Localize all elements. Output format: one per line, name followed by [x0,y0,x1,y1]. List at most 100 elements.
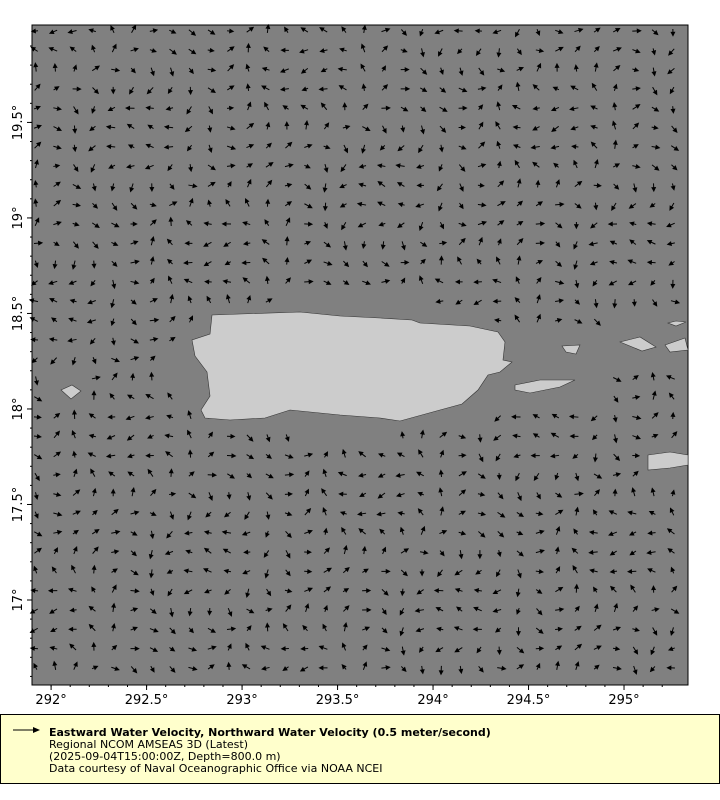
velocity-arrow [282,623,289,632]
velocity-arrow [590,105,598,111]
velocity-arrow [512,144,521,149]
velocity-arrow [651,106,660,112]
velocity-arrow [670,145,680,151]
velocity-arrow [88,145,96,152]
velocity-arrow [361,545,367,555]
velocity-arrow [30,280,38,286]
velocity-arrow [632,144,639,149]
velocity-arrow [632,67,640,73]
velocity-arrow [416,164,425,169]
velocity-arrow [554,472,560,481]
velocity-arrow [127,394,135,400]
velocity-arrow [53,529,63,535]
velocity-arrow [241,260,251,266]
velocity-arrow [71,564,76,574]
velocity-arrow [265,161,274,168]
velocity-arrow [222,548,231,554]
velocity-arrow [651,390,657,400]
velocity-arrow [149,48,157,53]
velocity-arrow [536,608,543,616]
velocity-arrow [91,183,97,192]
velocity-arrow [651,125,659,130]
velocity-arrow [516,607,521,615]
velocity-arrow [167,392,173,400]
velocity-arrow [417,491,425,497]
velocity-arrow [304,240,312,246]
velocity-arrow [516,530,524,536]
velocity-arrow [246,178,252,188]
velocity-arrow [478,121,484,130]
velocity-arrow [342,124,351,130]
velocity-arrow [574,605,580,612]
velocity-arrow [671,164,678,171]
velocity-arrow [590,222,598,229]
velocity-arrow [285,141,293,149]
velocity-arrow [207,199,213,207]
velocity-arrow [72,144,78,153]
velocity-arrow [516,48,522,56]
velocity-arrow [48,47,58,52]
velocity-arrow [163,144,174,150]
velocity-arrow [285,217,291,227]
velocity-arrow [91,665,99,671]
velocity-arrow [265,453,272,459]
velocity-arrow [204,588,212,594]
velocity-arrow [343,605,350,612]
velocity-arrow [669,202,675,211]
velocity-arrow [246,122,255,130]
velocity-arrow [52,260,58,270]
velocity-arrow [205,511,212,518]
velocity-arrow [400,277,406,284]
velocity-arrow [184,240,193,246]
velocity-arrow [397,510,405,516]
velocity-arrow [322,623,328,632]
velocity-arrow [418,221,424,232]
legend-arrow-icon [13,727,40,733]
velocity-arrow [612,665,622,671]
velocity-arrow [512,124,521,130]
velocity-arrow [323,261,333,266]
velocity-arrow [280,47,289,53]
velocity-arrow [357,511,367,517]
velocity-arrow [265,298,273,304]
velocity-arrow [265,179,273,188]
velocity-arrow [284,472,295,478]
velocity-arrow [554,62,560,72]
velocity-arrow [264,219,270,226]
velocity-arrow [53,430,61,439]
velocity-arrow [167,588,173,597]
velocity-arrow [415,203,425,208]
velocity-arrow [88,28,96,34]
velocity-arrow [438,144,444,153]
velocity-arrow [91,222,100,229]
velocity-arrow [92,509,98,516]
velocity-arrow [225,293,231,304]
velocity-arrow [91,375,101,381]
velocity-arrow [439,67,444,75]
velocity-arrow [34,396,43,402]
velocity-arrow [126,164,135,169]
velocity-arrow [224,589,231,595]
velocity-arrow [127,453,135,459]
velocity-arrow [418,449,424,458]
velocity-arrow [284,182,293,188]
velocity-arrow [400,569,408,577]
velocity-arrow [589,568,598,574]
velocity-arrow [111,666,120,671]
velocity-arrow [130,202,138,210]
velocity-arrow [149,665,155,673]
velocity-arrow [478,666,484,673]
velocity-arrow [535,627,544,634]
velocity-arrow [321,488,328,497]
velocity-arrow [652,86,658,96]
velocity-arrow [400,646,406,656]
velocity-arrow [458,105,468,111]
velocity-arrow [226,661,232,670]
velocity-arrow [496,48,502,58]
velocity-arrow [477,491,486,497]
velocity-arrow [609,259,618,265]
velocity-arrow [535,221,546,227]
velocity-arrow [477,86,487,92]
velocity-arrow [550,106,560,112]
velocity-arrow [613,602,619,613]
